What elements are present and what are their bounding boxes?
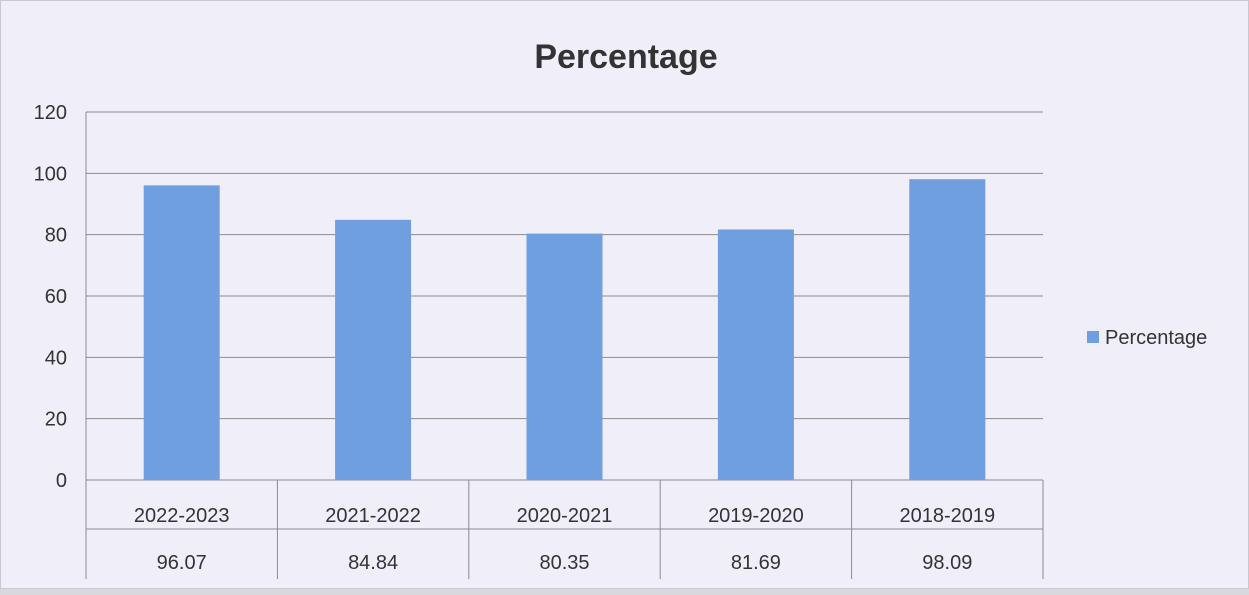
data-table: 2022-2023 96.07 2021-2022 84.84 2020-2021 80.… bbox=[85, 480, 1044, 579]
x-category-label: 2022-2023 bbox=[134, 505, 230, 527]
bar bbox=[526, 233, 603, 480]
data-value-label: 98.09 bbox=[922, 552, 972, 574]
bar bbox=[143, 185, 220, 481]
data-value-label: 96.07 bbox=[157, 552, 207, 574]
x-category-label: 2021-2022 bbox=[325, 505, 421, 527]
y-tick-label: 100 bbox=[34, 163, 67, 185]
data-value-label: 80.35 bbox=[539, 552, 589, 574]
chart-title: Percentage bbox=[534, 38, 717, 76]
y-tick-label: 0 bbox=[56, 470, 67, 492]
y-tick-label: 40 bbox=[45, 347, 67, 369]
bar bbox=[335, 219, 412, 480]
y-tick-label: 60 bbox=[45, 286, 67, 308]
y-tick-label: 120 bbox=[34, 102, 67, 124]
y-tick-label: 80 bbox=[45, 225, 67, 247]
bars bbox=[143, 179, 986, 481]
data-value-label: 84.84 bbox=[348, 552, 398, 574]
x-category-label: 2020-2021 bbox=[517, 505, 613, 527]
data-value-label: 81.69 bbox=[731, 552, 781, 574]
legend-swatch bbox=[1087, 331, 1099, 343]
x-category-label: 2019-2020 bbox=[708, 505, 804, 527]
x-category-label: 2018-2019 bbox=[899, 505, 995, 527]
bar bbox=[909, 179, 986, 480]
y-axis-ticks: 0 20 40 60 80 100 120 bbox=[34, 102, 67, 492]
bar bbox=[717, 229, 794, 480]
legend: Percentage bbox=[1087, 327, 1207, 349]
y-tick-label: 20 bbox=[45, 409, 67, 431]
legend-label: Percentage bbox=[1105, 327, 1207, 349]
